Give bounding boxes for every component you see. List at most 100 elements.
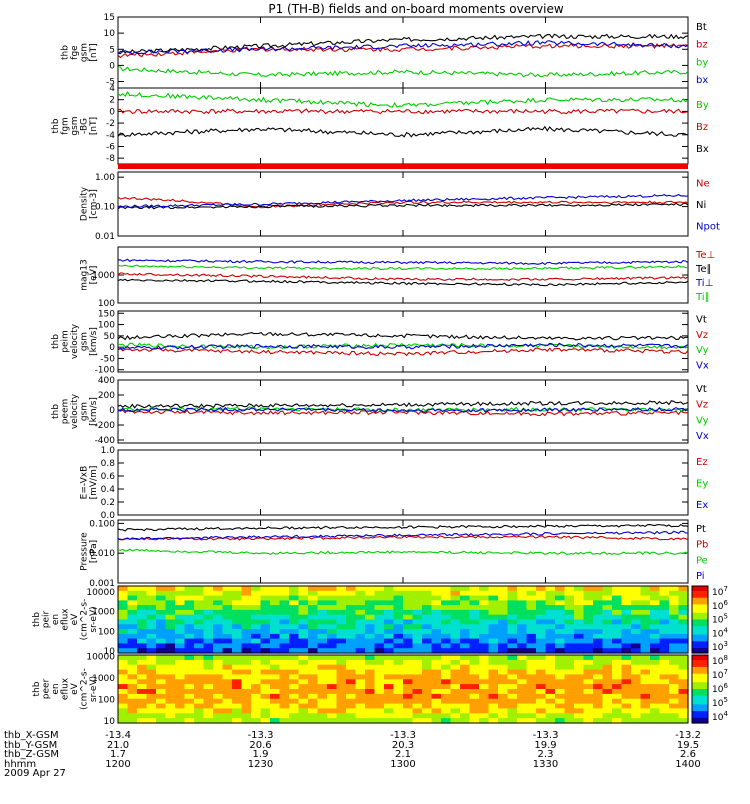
panel-9-cell <box>260 638 271 644</box>
panel-10-cell <box>602 718 613 724</box>
panel-10-cell <box>631 708 642 714</box>
panel-10-cell <box>488 698 499 705</box>
panel-4-series-Ti∥ <box>117 264 689 271</box>
panel-10-cell <box>327 655 338 661</box>
panel-9-cell <box>270 648 281 654</box>
panel-9-cell <box>118 614 129 621</box>
panel-10-cell <box>678 655 689 661</box>
panel-10-cell <box>289 708 300 714</box>
panel-9-cell <box>621 614 632 621</box>
panel-10-cell <box>678 708 689 714</box>
panel-9-cell <box>450 629 461 635</box>
panel-9-cell <box>346 605 357 611</box>
panel-9-cell <box>127 638 138 644</box>
panel-9-cell <box>536 614 547 621</box>
panel-9-ylabel: thb <box>32 612 42 627</box>
panel-10-cell <box>612 703 623 710</box>
panel-10-cell <box>298 708 309 714</box>
panel-10-cell <box>412 708 423 714</box>
panel-9-cell <box>678 609 689 616</box>
panel-10-cell <box>270 669 281 676</box>
panel-10-cell <box>213 713 224 719</box>
panel-9-cell <box>621 590 632 597</box>
panel-10-cell <box>289 655 300 661</box>
panel-10-cell <box>355 698 366 705</box>
panel-10-cell <box>137 698 148 705</box>
panel-10-colorbar-seg <box>692 709 708 712</box>
panel-9-cell <box>422 609 433 616</box>
panel-10-cell <box>365 655 376 661</box>
panel-9-cell <box>384 643 395 649</box>
panel-9-cell <box>631 600 642 606</box>
panel-9-cell <box>659 643 670 649</box>
panel-10-cell <box>526 679 537 685</box>
panel-6-ytick-label: 0 <box>109 406 115 416</box>
panel-9-cell <box>156 590 167 597</box>
panel-9-cell <box>564 643 575 649</box>
xaxis-tick-2-row-1: 20.3 <box>392 740 414 751</box>
panel-9-cell <box>678 629 689 635</box>
panel-9-cell <box>564 590 575 597</box>
panel-9-cell <box>450 638 461 644</box>
panel-10-cell <box>184 693 195 700</box>
panel-10-cell <box>574 669 585 676</box>
panel-10-cell <box>279 713 290 719</box>
panel-9-cell <box>555 624 566 630</box>
panel-9-cell <box>365 614 376 621</box>
panel-10-cell <box>602 689 613 695</box>
panel-9-cell <box>327 600 338 606</box>
panel-10-cell <box>384 693 395 700</box>
panel-10-cell <box>289 689 300 695</box>
panel-10-cell <box>403 655 414 661</box>
panel-10-cell <box>545 655 556 661</box>
panel-9-cell <box>450 619 461 625</box>
panel-9-cell <box>536 638 547 644</box>
panel-9-cell <box>612 629 623 635</box>
panel-9-cell <box>631 624 642 630</box>
panel-10-cell <box>640 669 651 676</box>
panel-9-colorbar-seg <box>692 616 708 619</box>
panel-9-cell <box>441 595 452 601</box>
panel-9-cell <box>631 605 642 611</box>
panel-9-cell <box>251 600 262 606</box>
panel-10-cell <box>517 669 528 676</box>
panel-10-cell <box>251 684 262 690</box>
panel-4-legend-0: Te⊥ <box>695 250 715 261</box>
panel-10-cell <box>232 684 243 690</box>
panel-9-cell <box>555 614 566 621</box>
panel-9-cell <box>365 609 376 616</box>
panel-10-cell <box>593 713 604 719</box>
panel-10-cell <box>659 674 670 680</box>
panel-9-colorbar-seg <box>692 597 708 600</box>
panel-9-cell <box>545 609 556 616</box>
panel-10-cell <box>146 708 157 714</box>
panel-10-cell <box>213 698 224 705</box>
panel-10-cell <box>583 655 594 661</box>
panel-9-cell <box>270 609 281 616</box>
panel-9-cell <box>574 624 585 630</box>
panel-2-ytick-label: -2 <box>106 119 115 129</box>
panel-9-cell <box>222 595 233 601</box>
panel-10-cell <box>631 703 642 710</box>
panel-9-cell <box>393 609 404 616</box>
panel-10-cell <box>279 703 290 710</box>
panel-10-cell <box>118 698 129 705</box>
panel-10-cell <box>260 664 271 671</box>
panel-10-colorbar-seg <box>692 673 708 676</box>
panel-8-legend-2: Pe <box>696 555 708 566</box>
panel-10-cell <box>422 674 433 680</box>
panel-10-cell <box>526 713 537 719</box>
panel-2-series-Bx <box>117 125 689 138</box>
panel-9-cell <box>241 590 252 597</box>
panel-9-cell <box>422 600 433 606</box>
panel-9-cell <box>317 586 328 592</box>
panel-8-ytick-label: 0.010 <box>89 549 115 559</box>
panel-9-cell <box>498 595 509 601</box>
panel-10-cell <box>374 674 385 680</box>
panel-10-cell <box>165 684 176 690</box>
panel-9-cell <box>289 633 300 640</box>
panel-4-ytick-label: 1000 <box>92 271 115 281</box>
panel-10-cell <box>346 669 357 676</box>
panel-9-cell <box>232 643 243 649</box>
panel-9-cell <box>678 619 689 625</box>
